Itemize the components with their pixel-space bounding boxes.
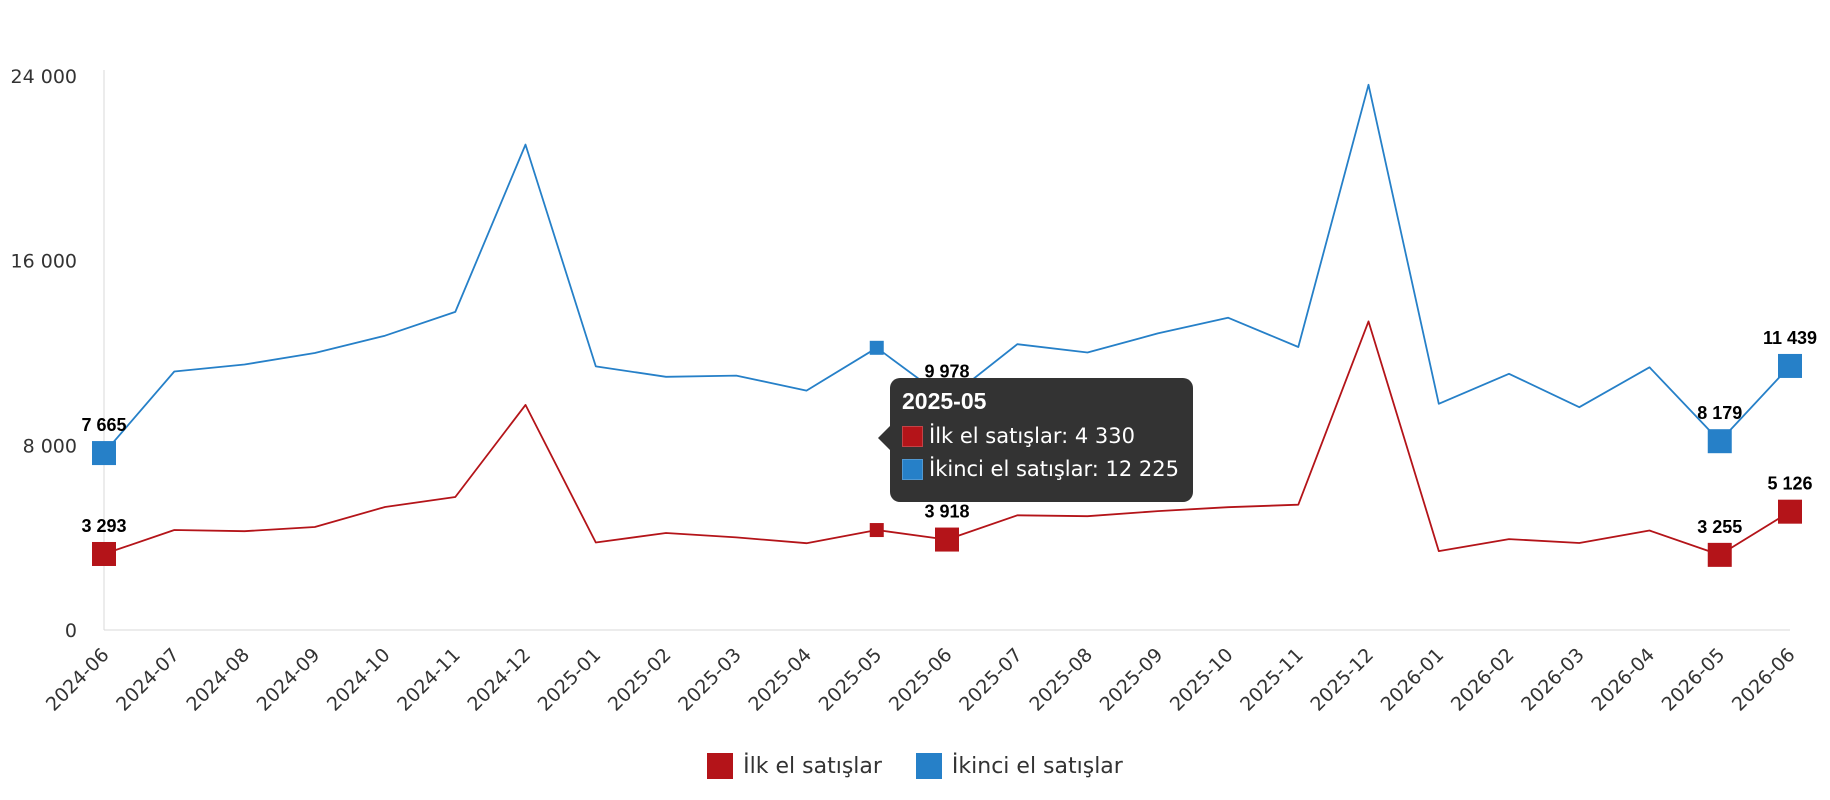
legend-swatch-first-hand	[707, 753, 734, 779]
data-marker	[935, 527, 959, 552]
y-tick-label: 8 000	[23, 435, 77, 457]
x-tick-label: 2024-11	[393, 644, 465, 716]
x-tick-label: 2025-05	[815, 644, 887, 716]
y-tick-label: 16 000	[11, 251, 77, 273]
tooltip-swatch-second-hand	[902, 458, 923, 480]
data-label: 7 665	[81, 415, 126, 435]
hover-marker	[869, 523, 884, 538]
data-label: 11 439	[1763, 328, 1817, 348]
hover-marker	[869, 340, 884, 355]
data-marker	[92, 541, 116, 566]
x-tick-label: 2025-06	[885, 644, 957, 716]
tooltip-row-first-hand: İlk el satışlar: 4 330	[902, 424, 1181, 448]
x-tick-label: 2026-06	[1728, 644, 1800, 716]
legend: İlk el satışlar İkinci el satışlar	[0, 748, 1830, 784]
x-tick-label: 2024-08	[182, 644, 254, 716]
data-label: 5 126	[1767, 474, 1812, 494]
tooltip-swatch-first-hand	[902, 425, 923, 447]
x-tick-label: 2024-09	[253, 644, 325, 716]
x-tick-label: 2024-06	[42, 644, 114, 716]
y-tick-label: 24 000	[11, 66, 77, 88]
legend-label-second-hand: İkinci el satışlar	[951, 753, 1123, 779]
tooltip-title: 2025-05	[902, 388, 987, 414]
legend-item-second-hand[interactable]: İkinci el satışlar	[915, 753, 1123, 779]
tooltip-row-second-hand: İkinci el satışlar: 12 225	[902, 457, 1181, 481]
data-label: 3 918	[924, 502, 969, 522]
tooltip: 2025-05 İlk el satışlar: 4 330 İkinci el…	[878, 378, 1193, 502]
tooltip-value-first-hand: İlk el satışlar: 4 330	[929, 424, 1135, 448]
x-tick-label: 2024-07	[112, 644, 184, 716]
x-tick-label: 2026-04	[1587, 644, 1659, 716]
x-tick-label: 2025-10	[1166, 644, 1238, 716]
data-marker	[92, 441, 116, 466]
data-label: 3 255	[1697, 517, 1742, 537]
x-tick-label: 2025-07	[955, 644, 1027, 716]
x-tick-label: 2025-03	[674, 644, 746, 716]
legend-swatch-second-hand	[915, 753, 942, 779]
legend-item-first-hand[interactable]: İlk el satışlar	[707, 753, 882, 779]
data-label: 9 978	[924, 362, 969, 382]
x-tick-label: 2026-01	[1377, 644, 1449, 716]
data-marker	[1707, 542, 1732, 567]
data-marker	[1778, 353, 1802, 378]
y-tick-label: 0	[65, 620, 77, 642]
x-tick-label: 2026-02	[1447, 644, 1519, 716]
x-tick-label: 2025-09	[1096, 644, 1168, 716]
x-tick-label: 2025-08	[1025, 644, 1097, 716]
x-tick-label: 2026-03	[1517, 644, 1589, 716]
x-tick-label: 2025-02	[604, 644, 676, 716]
x-tick-label: 2024-12	[463, 644, 535, 716]
tooltip-value-second-hand: İkinci el satışlar: 12 225	[929, 457, 1180, 481]
x-tick-label: 2024-10	[323, 644, 395, 716]
data-label: 3 293	[81, 516, 126, 536]
data-label: 8 179	[1697, 403, 1742, 423]
x-tick-label: 2025-01	[534, 644, 606, 716]
data-marker	[1707, 429, 1732, 454]
x-tick-label: 2025-11	[1236, 644, 1308, 716]
data-marker	[1778, 499, 1802, 524]
x-tick-label: 2025-04	[744, 644, 816, 716]
legend-label-first-hand: İlk el satışlar	[743, 753, 882, 779]
x-tick-label: 2026-05	[1658, 644, 1730, 716]
x-tick-label: 2025-12	[1306, 644, 1378, 716]
